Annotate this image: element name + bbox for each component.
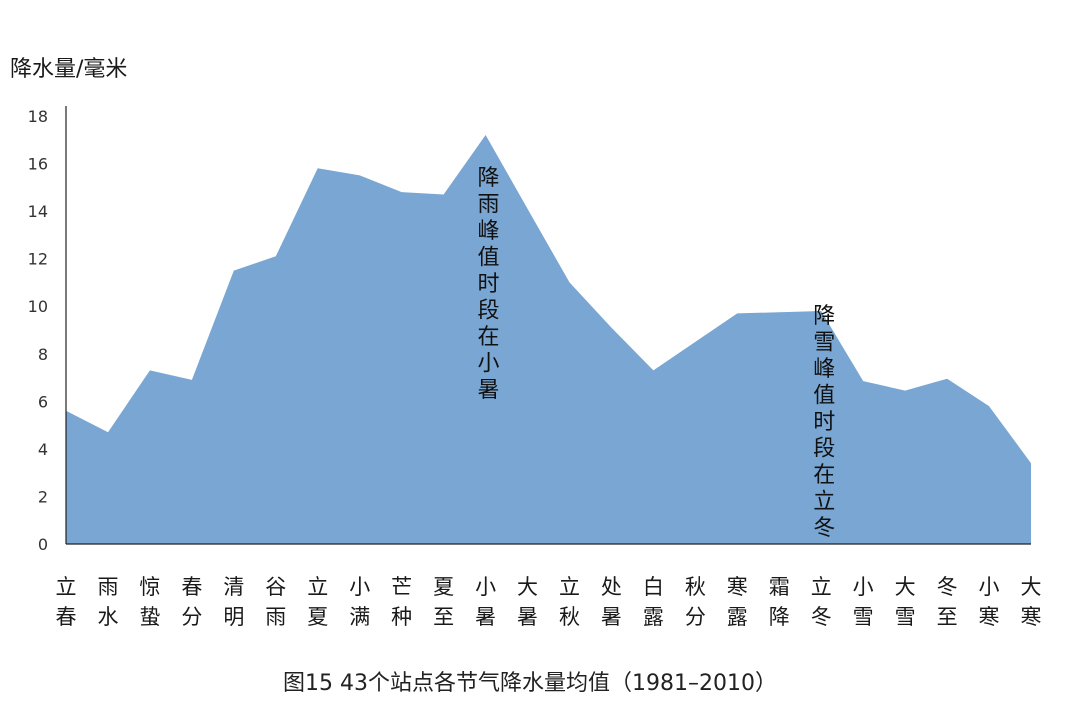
precipitation-area xyxy=(66,135,1031,544)
x-tick-label: 立夏 xyxy=(307,575,328,629)
x-axis-ticks: 立春雨水惊蛰春分清明谷雨立夏小满芒种夏至小暑大暑立秋处暑白露秋分寒露霜降立冬小雪… xyxy=(56,575,1042,629)
y-tick-label: 6 xyxy=(38,392,48,411)
y-tick-label: 8 xyxy=(38,345,48,364)
annotation-text: 降雨峰值时段在小暑 xyxy=(478,166,500,403)
x-tick-label: 雨水 xyxy=(97,575,118,629)
x-tick-label: 春分 xyxy=(181,575,202,629)
x-tick-label: 白露 xyxy=(643,575,664,629)
y-tick-label: 10 xyxy=(28,297,48,316)
x-tick-label: 立冬 xyxy=(811,575,832,629)
y-tick-label: 4 xyxy=(38,440,48,459)
x-tick-label: 秋分 xyxy=(685,575,706,629)
annotation-text: 降雪峰值时段在立冬 xyxy=(813,304,835,541)
y-tick-label: 14 xyxy=(28,202,48,221)
y-tick-label: 2 xyxy=(38,487,48,506)
y-axis-label: 降水量/毫米 xyxy=(10,57,127,82)
x-tick-label: 芒种 xyxy=(391,575,412,629)
x-tick-label: 立秋 xyxy=(559,575,580,629)
x-tick-label: 大寒 xyxy=(1021,575,1042,629)
y-axis-ticks: 0 2 4 6 8 10 12 14 16 18 xyxy=(28,107,48,554)
x-tick-label: 夏至 xyxy=(433,575,454,629)
x-tick-label: 小寒 xyxy=(979,575,1000,629)
x-tick-label: 谷雨 xyxy=(265,575,286,629)
x-tick-label: 处暑 xyxy=(601,575,622,629)
x-tick-label: 大暑 xyxy=(517,575,538,629)
y-tick-label: 12 xyxy=(28,250,48,269)
x-tick-label: 清明 xyxy=(223,575,244,629)
x-tick-label: 小雪 xyxy=(853,575,874,629)
x-tick-label: 冬至 xyxy=(937,575,958,629)
x-tick-label: 寒露 xyxy=(727,575,748,629)
x-tick-label: 小暑 xyxy=(475,575,496,629)
x-tick-label: 霜降 xyxy=(769,575,790,629)
y-tick-label: 18 xyxy=(28,107,48,126)
figure-caption: 图15 43个站点各节气降水量均值（1981–2010） xyxy=(283,671,777,696)
y-tick-label: 16 xyxy=(28,155,48,174)
x-tick-label: 立春 xyxy=(56,575,77,629)
y-tick-label: 0 xyxy=(38,535,48,554)
x-tick-label: 大雪 xyxy=(895,575,916,629)
x-tick-label: 小满 xyxy=(349,575,370,629)
x-tick-label: 惊蛰 xyxy=(139,575,160,629)
